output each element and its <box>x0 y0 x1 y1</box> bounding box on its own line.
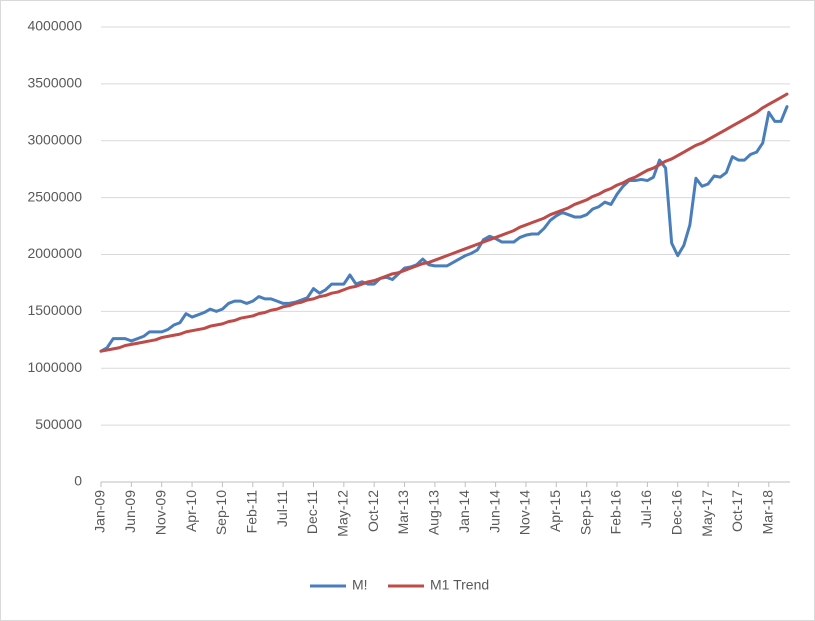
x-tick-label: Feb-16 <box>608 490 624 535</box>
y-tick-label: 4000000 <box>27 18 82 34</box>
y-tick-label: 1500000 <box>27 302 82 318</box>
x-tick-label: Apr-15 <box>547 490 563 532</box>
x-tick-label: May-17 <box>699 490 715 537</box>
data-line <box>99 92 789 353</box>
x-tick-label: Jun-09 <box>122 490 138 533</box>
x-tick-label: Nov-14 <box>517 490 533 535</box>
x-tick-label: Jan-09 <box>92 490 108 533</box>
legend-label: M! <box>352 577 368 593</box>
x-tick-label: Nov-09 <box>152 490 168 535</box>
y-tick-label: 0 <box>74 473 82 489</box>
x-tick-label: Dec-16 <box>668 490 684 535</box>
x-tick-label: Jan-14 <box>456 490 472 533</box>
y-tick-label: 3500000 <box>27 75 82 91</box>
x-tick-label: Oct-12 <box>365 490 381 532</box>
x-tick-label: Dec-11 <box>304 490 320 534</box>
x-tick-label: Apr-10 <box>183 490 199 532</box>
y-tick-label: 1000000 <box>27 359 82 375</box>
data-line <box>99 105 789 353</box>
legend-label: M1 Trend <box>430 577 489 593</box>
y-tick-label: 3000000 <box>27 131 82 147</box>
x-tick-label: Sep-15 <box>577 490 593 535</box>
y-tick-label: 2500000 <box>27 188 82 204</box>
y-tick-label: 500000 <box>35 416 82 432</box>
x-tick-label: Jun-14 <box>486 490 502 533</box>
y-tick-label: 2000000 <box>27 245 82 261</box>
x-tick-label: Oct-17 <box>729 490 745 532</box>
x-tick-label: May-12 <box>335 490 351 537</box>
x-tick-label: Jul-11 <box>274 490 290 527</box>
x-tick-label: Feb-11 <box>243 490 259 534</box>
x-tick-label: Mar-18 <box>759 490 775 535</box>
x-tick-label: Jul-16 <box>638 490 654 528</box>
x-tick-label: Mar-13 <box>395 490 411 535</box>
x-tick-label: Aug-13 <box>426 490 442 535</box>
x-tick-label: Sep-10 <box>213 490 229 535</box>
